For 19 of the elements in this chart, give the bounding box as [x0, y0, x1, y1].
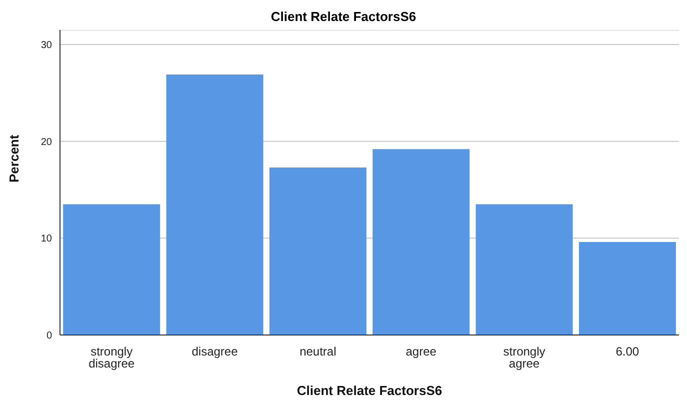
bar	[476, 204, 573, 335]
y-tick-label: 10	[40, 234, 52, 245]
chart-title: Client Relate FactorsS6	[270, 8, 418, 26]
bar	[63, 204, 160, 335]
x-tick-label: 6.00	[616, 344, 640, 359]
x-tick-label: neutral	[300, 344, 336, 359]
bar	[578, 242, 676, 335]
x-tick-label: agree	[406, 344, 437, 359]
bar	[269, 167, 366, 335]
x-tick-label: strongly agree	[503, 344, 546, 371]
x-axis-title: Client Relate FactorsS6	[296, 383, 442, 398]
x-tick-label: disagree	[192, 344, 238, 359]
y-tick-label: 20	[40, 136, 52, 148]
y-axis-title: Percent	[6, 134, 22, 182]
x-tick-label: strongly disagree	[88, 344, 135, 371]
y-tick-label: 0	[46, 330, 52, 342]
bar	[372, 149, 470, 335]
y-tick-label: 30	[40, 40, 52, 52]
bar	[166, 74, 264, 335]
